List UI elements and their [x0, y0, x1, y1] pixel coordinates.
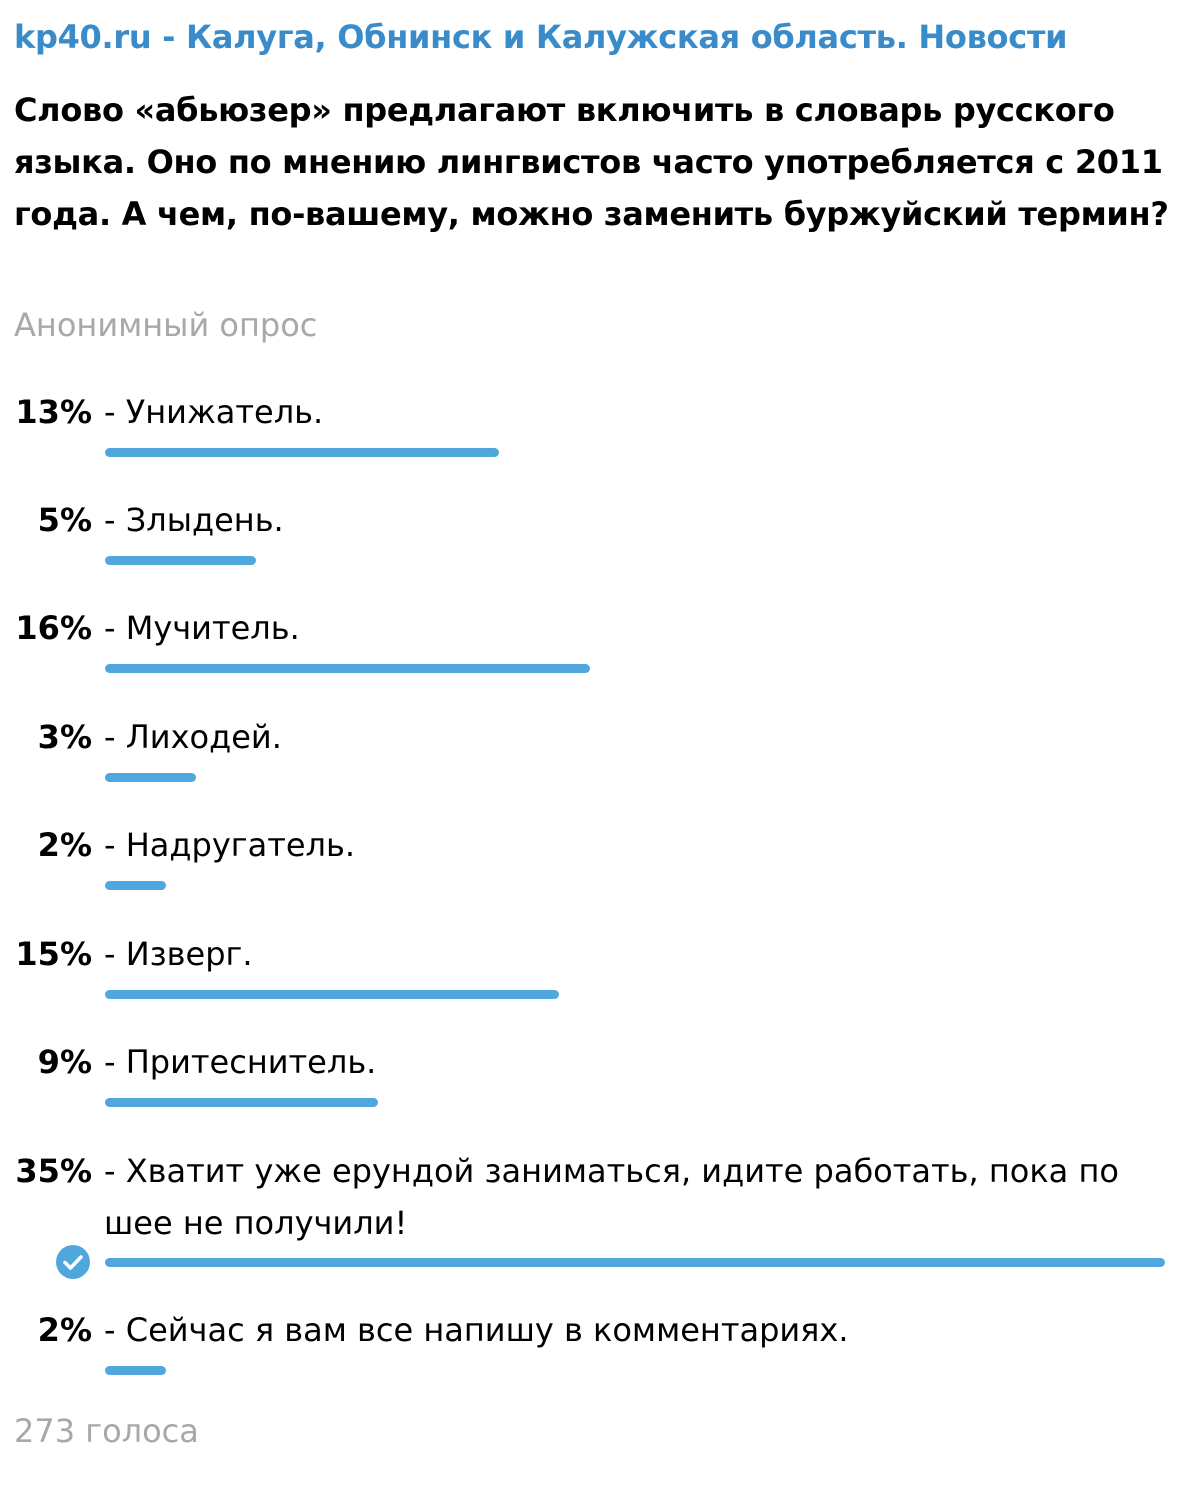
option-result-bar	[105, 773, 196, 782]
option-result-bar	[105, 448, 499, 457]
option-text: - Злыдень.	[104, 501, 284, 539]
option-percent: 35%	[15, 1152, 92, 1190]
check-circle-icon	[56, 1245, 90, 1279]
poll-question: Слово «абьюзер» предлагают включить в сл…	[14, 91, 1169, 233]
option-text: - Изверг.	[104, 935, 253, 973]
option-text: - Лиходей.	[104, 718, 282, 756]
option-text: - Притеснитель.	[104, 1043, 377, 1081]
option-result-bar	[105, 1098, 378, 1107]
option-percent: 3%	[37, 718, 92, 756]
option-result-bar	[105, 1366, 166, 1375]
option-text: - Хватит уже ерундой заниматься, идите р…	[104, 1152, 1119, 1242]
channel-name[interactable]: kp40.ru - Калуга, Обнинск и Калужская об…	[14, 18, 1068, 56]
option-text: - Сейчас я вам все напишу в комментариях…	[104, 1311, 849, 1349]
option-result-bar	[105, 1258, 1165, 1267]
poll-type-label: Анонимный опрос	[14, 306, 318, 344]
option-percent: 13%	[15, 393, 92, 431]
total-votes[interactable]: 273 голоса	[14, 1412, 199, 1450]
option-result-bar	[105, 664, 590, 673]
option-text: - Надругатель.	[104, 826, 355, 864]
option-result-bar	[105, 990, 559, 999]
option-percent: 2%	[37, 826, 92, 864]
option-percent: 5%	[37, 501, 92, 539]
option-percent: 16%	[15, 609, 92, 647]
option-result-bar	[105, 556, 256, 565]
option-percent: 15%	[15, 935, 92, 973]
option-text: - Мучитель.	[104, 609, 300, 647]
option-text: - Унижатель.	[104, 393, 324, 431]
option-result-bar	[105, 881, 166, 890]
option-percent: 9%	[37, 1043, 92, 1081]
option-percent: 2%	[37, 1311, 92, 1349]
